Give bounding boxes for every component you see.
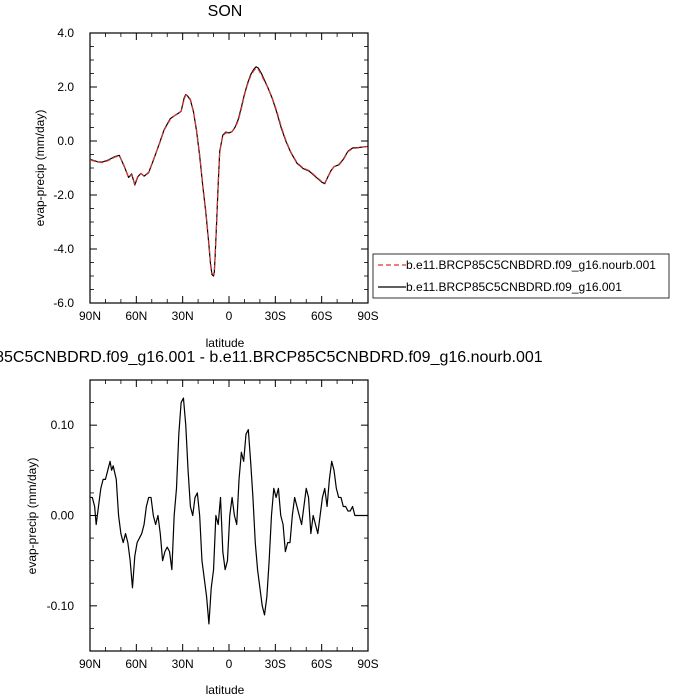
top-plot-frame (89, 32, 369, 304)
bottom-x-tick-label: 0 (226, 657, 233, 671)
top-x-axis-label: latitude (206, 336, 245, 350)
top-series-line-0 (89, 67, 369, 276)
bottom-y-tick-labels: -0.10 0.00 0.10 (47, 418, 75, 613)
bottom-plot-frame (89, 379, 369, 652)
top-y-tick-label: -2.0 (53, 188, 74, 202)
bottom-y-tick-label: -0.10 (47, 599, 75, 613)
top-x-tick-label: 60S (311, 309, 332, 323)
bottom-x-tick-label: 30N (172, 657, 194, 671)
bottom-y-tick-label: 0.00 (51, 509, 75, 523)
top-y-tick-label: 0.0 (57, 134, 74, 148)
bottom-chart: b.e11.BRCP85C5CNBDRD.f09_g16.001 - b.e11… (0, 349, 543, 697)
top-x-tick-label: 30N (172, 309, 194, 323)
top-x-tick-label: 30S (265, 309, 286, 323)
legend-label-nourb: b.e11.BRCP85C5CNBDRD.f09_g16.nourb.001 (406, 258, 656, 272)
top-x-tick-label: 90N (79, 309, 101, 323)
bottom-series (90, 397, 368, 625)
bottom-x-tick-labels: 90N 60N 30N 0 30S 60S 90S (79, 657, 379, 671)
legend: b.e11.BRCP85C5CNBDRD.f09_g16.nourb.001 b… (372, 253, 670, 299)
top-y-tick-label: 2.0 (57, 80, 74, 94)
bottom-x-tick-label: 60S (311, 657, 332, 671)
bottom-x-tick-label: 60N (125, 657, 147, 671)
top-series-line-1 (89, 66, 369, 277)
bottom-axes (89, 379, 369, 651)
bottom-x-tick-label: 90N (79, 657, 101, 671)
bottom-x-axis-label: latitude (206, 683, 245, 697)
bottom-y-axis-label: evap-precip (mm/day) (25, 458, 39, 575)
bottom-x-tick-label: 30S (265, 657, 286, 671)
top-chart-title: SON (208, 3, 243, 20)
top-y-axis-label: evap-precip (mm/day) (33, 110, 47, 227)
top-y-tick-label: -4.0 (53, 242, 74, 256)
top-y-tick-label: -6.0 (53, 296, 74, 310)
legend-box (372, 253, 670, 299)
bottom-series-line-0 (90, 397, 368, 625)
bottom-chart-title: b.e11.BRCP85C5CNBDRD.f09_g16.001 - b.e11… (0, 349, 543, 366)
top-x-tick-label: 90S (357, 309, 378, 323)
top-axes (89, 32, 369, 304)
top-series (89, 66, 369, 277)
top-x-tick-labels: 90N 60N 30N 0 30S 60S 90S (79, 309, 379, 323)
top-y-tick-labels: -6.0 -4.0 -2.0 0.0 2.0 4.0 (53, 26, 74, 310)
top-x-tick-label: 60N (125, 309, 147, 323)
bottom-x-tick-label: 90S (357, 657, 378, 671)
top-x-tick-label: 0 (226, 309, 233, 323)
legend-label-001: b.e11.BRCP85C5CNBDRD.f09_g16.001 (406, 280, 622, 294)
top-chart: SON 90N 60N 30N 0 30S 60S 90S -6.0 -4.0 -2.0 0.0 2… (33, 3, 379, 350)
bottom-y-tick-label: 0.10 (51, 418, 75, 432)
top-y-tick-label: 4.0 (57, 26, 74, 40)
